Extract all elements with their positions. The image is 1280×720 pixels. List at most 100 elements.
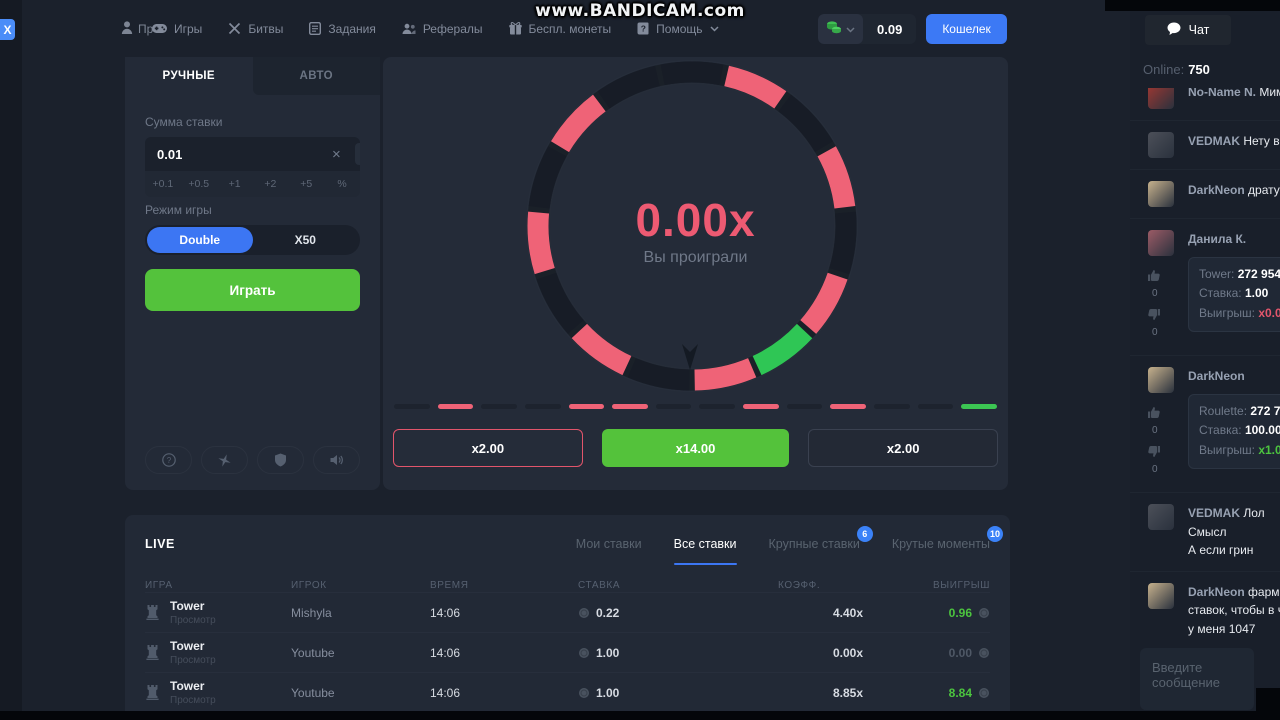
table-row[interactable]: Tower Просмотр Youtube 14:06 1.00 0.00x 0.00 [145, 632, 990, 672]
bet-option-green[interactable]: x14.00 [601, 429, 790, 467]
wallet-button[interactable]: Кошелек [926, 14, 1007, 44]
half-bet-button[interactable]: /2 [354, 143, 360, 165]
nav-item-0[interactable]: Игры [152, 22, 202, 36]
top-nav: Игры Битвы Задания Рефералы Беспл. монеты ? По… [152, 0, 719, 57]
nav-item-5[interactable]: ? Помощь [637, 22, 719, 36]
live-tab-1[interactable]: Все ставки [673, 537, 737, 565]
chat-message-input[interactable] [1140, 648, 1254, 710]
likes-count: 0 [1152, 288, 1158, 299]
mode-x50-button[interactable]: X50 [253, 227, 359, 253]
live-tab-3[interactable]: Крутые моменты 10 [892, 526, 1003, 551]
player-name: Mishyla [291, 605, 332, 620]
quick-amount-1[interactable]: +0.5 [181, 171, 217, 197]
sparkle-button[interactable] [201, 446, 248, 474]
table-row[interactable]: Tower Просмотр Mishyla 14:06 0.22 4.40x 0.96 [145, 592, 990, 632]
chat-button-label: Чат [1188, 23, 1210, 37]
history-result-red [568, 404, 605, 409]
tab-badge: 10 [987, 526, 1003, 542]
game-mode-label: Режим игры [145, 203, 212, 217]
chat-messages: No-Name N. Мимип поVEDMAK Нету в твоихDa… [1130, 88, 1280, 640]
table-row[interactable]: Tower Просмотр Youtube 14:06 1.00 8.85x 8.84 [145, 672, 990, 712]
chat-username: DarkNeon [1188, 183, 1245, 197]
bet-share-card[interactable]: Roulette: 272 711 528Ставка: 100.00Выигр… [1188, 393, 1280, 469]
speaker-button[interactable] [313, 446, 360, 474]
wheel-segment-red [527, 61, 857, 391]
tab-auto[interactable]: АВТО [252, 57, 380, 95]
quick-amount-2[interactable]: +1 [217, 171, 253, 197]
profile-button[interactable]: Пр [121, 21, 153, 37]
history-result-black [394, 404, 430, 409]
coin-icon [978, 687, 990, 699]
history-result-black [524, 404, 561, 409]
nav-item-3[interactable]: Рефералы [402, 22, 483, 36]
column-header: ИГРА [145, 579, 173, 591]
column-header: СТАВКА [578, 579, 621, 591]
bet-option-black[interactable]: x2.00 [808, 429, 999, 467]
nav-item-2[interactable]: Задания [309, 22, 376, 36]
wheel-segment-red [527, 61, 857, 391]
question-circle-button[interactable]: ? [145, 446, 192, 474]
wheel-segment-red [527, 61, 857, 391]
chat-text: ставок, чтобы в чат пи [1188, 603, 1280, 618]
tab-manual[interactable]: РУЧНЫЕ [162, 70, 215, 82]
nav-item-1[interactable]: Битвы [228, 22, 283, 36]
nav-item-4[interactable]: Беспл. монеты [508, 22, 611, 36]
wheel-segment-black [527, 61, 857, 391]
win-amount: 0.96 [918, 606, 990, 620]
game-view-link[interactable]: Просмотр [170, 694, 216, 706]
help-icon: ? [637, 22, 649, 35]
balance-value: 0.09 [877, 21, 903, 37]
clear-amount-icon[interactable]: × [332, 145, 341, 163]
mode-double-button[interactable]: Double [147, 227, 253, 253]
game-cell: Tower Просмотр [145, 599, 291, 626]
game-mode-toggle: Double X50 [145, 225, 360, 255]
roulette-wheel [526, 60, 858, 392]
live-tab-0[interactable]: Мои ставки [575, 537, 642, 551]
chat-username: VEDMAK [1188, 506, 1241, 520]
play-button[interactable]: Играть [145, 269, 360, 311]
thumb-down-button[interactable] [1148, 307, 1160, 325]
game-view-link[interactable]: Просмотр [170, 654, 216, 666]
quick-amount-4[interactable]: +5 [288, 171, 324, 197]
coin-icon [978, 647, 990, 659]
history-result-black [655, 404, 692, 409]
chat-message-text: DarkNeon фармил сум ставок, чтобы в чат п… [1130, 572, 1280, 640]
game-view-link[interactable]: Просмотр [170, 614, 216, 626]
quick-amount-3[interactable]: +2 [252, 171, 288, 197]
online-label: Online: [1143, 62, 1185, 77]
chat-message-bet: 0 0 DarkNeon Roulette: 272 711 528Ставка: 1… [1130, 356, 1280, 493]
chat-text: дратути [1248, 183, 1280, 197]
thumb-up-button[interactable] [1148, 268, 1160, 286]
left-edge-strip [0, 0, 22, 720]
wheel-pointer [682, 344, 698, 370]
chat-bubble-icon [1167, 22, 1181, 38]
bet-amount-input[interactable] [157, 146, 332, 162]
live-tab-2[interactable]: Крупные ставки 6 [769, 526, 873, 551]
history-result-green [961, 404, 997, 409]
history-result-red [437, 404, 474, 409]
currency-selector[interactable] [818, 14, 863, 44]
referrals-icon [402, 23, 416, 35]
thumb-up-button[interactable] [1148, 405, 1160, 423]
coin-icon [578, 687, 590, 699]
chat-toggle-button[interactable]: Чат [1145, 15, 1231, 45]
avatar [1148, 504, 1174, 530]
quick-amount-0[interactable]: +0.1 [145, 171, 181, 197]
bet-panel-tabs: РУЧНЫЕ АВТО [125, 57, 380, 95]
bet-amount-block: × /2 X2 +0.1+0.5+1+2+5% [145, 137, 360, 197]
overlay-close-button[interactable]: X [0, 19, 15, 40]
chat-text: Лол [1243, 506, 1265, 520]
bet-option-red[interactable]: x2.00 [393, 429, 583, 467]
quick-amount-row: +0.1 +0.5 +1 +2 +5% [145, 171, 360, 197]
avatar [1148, 230, 1174, 256]
chat-username: VEDMAK [1188, 134, 1241, 148]
shield-button[interactable] [257, 446, 304, 474]
person-icon [121, 21, 133, 37]
bet-amount: 1.00 [578, 646, 778, 660]
thumb-down-button[interactable] [1148, 444, 1160, 462]
quick-amount-5[interactable]: % [324, 171, 360, 197]
avatar [1148, 132, 1174, 158]
win-amount: 0.00 [918, 646, 990, 660]
chat-username: Данила К. [1188, 232, 1247, 246]
